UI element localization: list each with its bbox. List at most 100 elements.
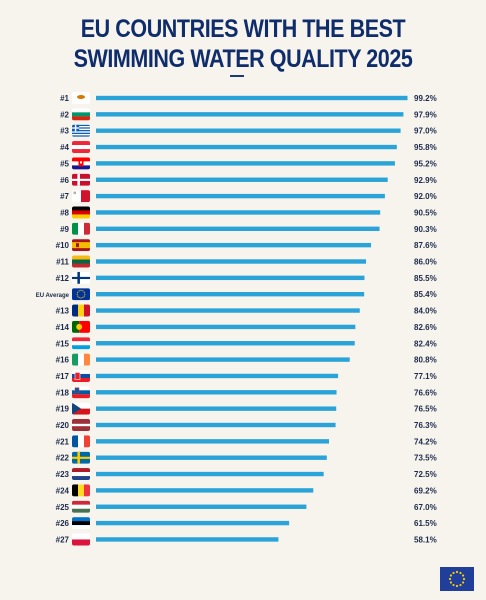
value-label: 92.0% [414,192,437,201]
bar [96,161,395,166]
bar [96,455,327,460]
bar [96,177,388,182]
value-label: 82.6% [414,323,437,332]
value-label: 99.2% [414,94,437,103]
value-label: 76.6% [414,388,437,397]
bar [96,95,408,101]
bar [96,471,324,477]
value-label: 97.9% [414,110,437,119]
rank-label: #18 [56,388,70,397]
belgium-flag-icon [72,484,90,497]
bar [96,406,337,411]
bar [96,520,290,526]
eu-logo-icon [440,567,474,591]
value-label: 72.5% [414,470,437,479]
bar [96,259,367,264]
rank-label: #16 [56,356,70,365]
value-label: 61.5% [414,519,437,528]
value-label: 76.3% [414,421,437,430]
value-label: 97.0% [414,127,437,136]
rank-label: #9 [60,225,69,234]
italy-flag-icon [72,222,90,235]
rank-label: #5 [60,159,69,168]
bar [96,210,381,215]
rank-label: #3 [60,127,69,136]
austria-flag-icon [72,141,90,154]
rank-label: #19 [56,405,70,414]
rank-label: #4 [60,143,69,152]
bar [96,504,307,509]
netherlands-flag-icon [72,468,90,481]
bar [96,242,372,248]
greece-flag-icon [72,124,90,137]
rank-label: #17 [56,372,70,381]
chart-title: EU COUNTRIES WITH THE BEST SWIMMING WATE… [0,14,486,74]
finland-flag-icon [72,271,90,284]
value-label: 87.6% [414,241,437,250]
bar [96,112,404,117]
latvia-flag-icon [72,419,90,431]
rank-label: #1 [60,94,69,103]
value-label: 67.0% [414,503,437,512]
bar [96,422,336,428]
value-label: 92.9% [414,176,437,185]
rank-label: #24 [56,486,70,495]
estonia-flag-icon [72,517,90,530]
bar [96,341,355,346]
hungary-flag-icon [72,500,90,513]
bulgaria-flag-icon [72,108,90,121]
value-label: 84.0% [414,307,437,316]
rank-label: #26 [56,519,70,528]
malta-flag-icon [72,190,90,203]
bar [96,488,314,493]
romania-flag-icon [72,304,90,317]
rank-label: #20 [56,421,70,430]
bar [96,308,360,313]
value-label: 58.1% [414,535,437,544]
denmark-flag-icon [72,173,90,186]
value-label: 90.5% [414,208,437,217]
rank-label: #11 [56,258,69,267]
rank-label: #27 [56,535,70,544]
bar [96,439,329,444]
eu-flag-icon [72,288,90,301]
value-label: 86.0% [414,258,437,267]
bar [96,193,385,199]
rank-label: #21 [56,437,70,446]
value-label: 85.4% [414,290,437,299]
croatia-flag-icon [72,157,90,170]
sweden-flag-icon [72,451,90,464]
rank-label: #14 [56,323,70,332]
title-line-2: SWIMMING WATER QUALITY 2025 [73,45,413,73]
spain-flag-icon [72,239,90,252]
rank-label: #13 [56,307,70,316]
ireland-flag-icon [72,353,90,366]
bar [96,226,380,231]
value-label: 85.5% [414,274,437,283]
germany-flag-icon [72,206,90,219]
title-underline [230,75,244,77]
bar [96,390,337,395]
value-label: 73.5% [414,454,437,463]
value-label: 90.3% [414,225,437,234]
lithuania-flag-icon [72,255,90,268]
value-label: 69.2% [414,486,437,495]
value-label: 74.2% [414,437,437,446]
value-label: 95.8% [414,143,437,152]
rank-label: #22 [56,454,70,463]
rank-label: #2 [60,110,69,119]
value-label: 77.1% [414,372,437,381]
portugal-flag-icon [72,320,90,333]
title-line-1: EU COUNTRIES WITH THE BEST [80,15,406,43]
rank-label: #7 [60,192,69,201]
value-label: 76.5% [414,405,437,414]
bar [96,373,339,379]
rank-label: #15 [56,339,70,348]
bar [96,144,397,150]
bar [96,357,350,362]
slovenia-flag-icon [72,386,90,399]
rank-label: #25 [56,503,70,512]
bar [96,324,356,330]
rank-label: #8 [60,208,69,217]
